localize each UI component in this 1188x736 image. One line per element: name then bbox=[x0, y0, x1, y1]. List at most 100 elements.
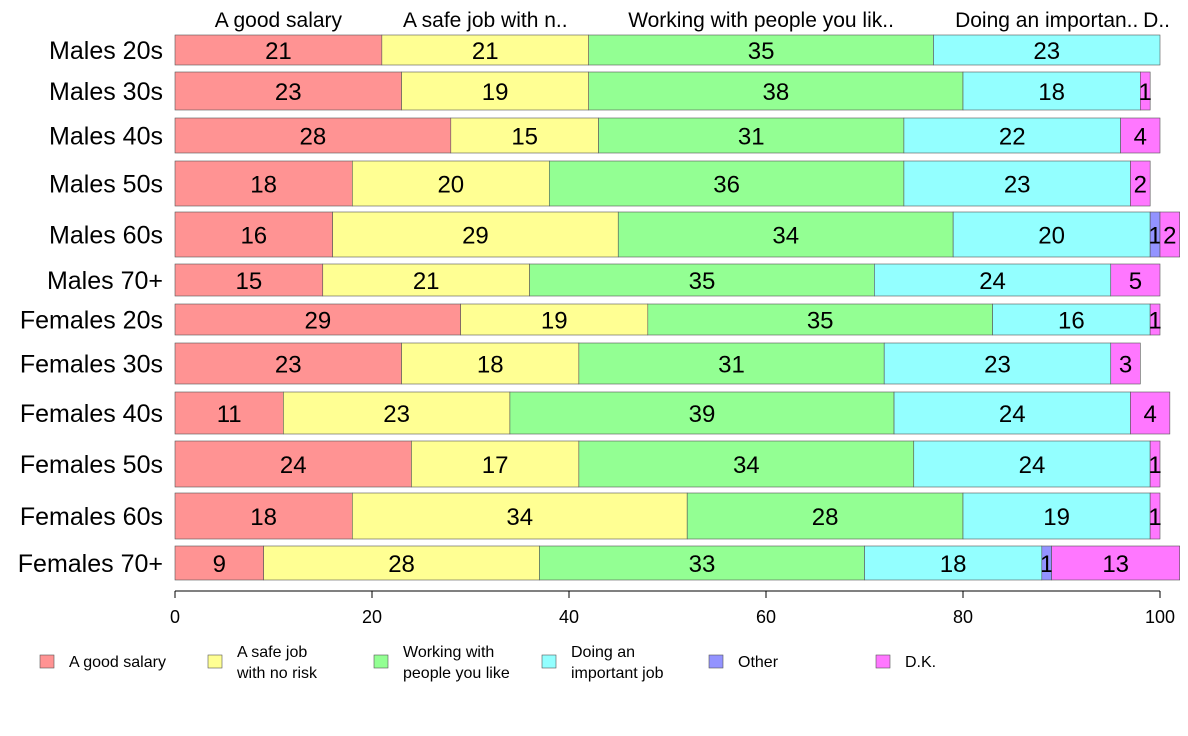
bar-segment bbox=[322, 263, 530, 297]
segment-value-label: 28 bbox=[300, 124, 327, 151]
segment-value-label: 1 bbox=[1148, 504, 1161, 531]
bar-segment bbox=[1110, 263, 1161, 297]
segment-value-label: 21 bbox=[265, 38, 292, 65]
segment-value-label: 23 bbox=[1004, 172, 1031, 199]
segment-value-label: 24 bbox=[999, 401, 1026, 428]
legend-swatch bbox=[39, 654, 55, 669]
x-tick-label: 40 bbox=[559, 607, 579, 627]
segment-value-label: 9 bbox=[213, 551, 226, 578]
bar-segment bbox=[509, 391, 895, 435]
segment-value-label: 17 bbox=[482, 452, 509, 479]
segment-value-label: 19 bbox=[541, 308, 568, 335]
segment-value-label: 19 bbox=[482, 79, 509, 106]
segment-value-label: 18 bbox=[1038, 79, 1065, 106]
legend: A good salary A safe job with no risk Worki… bbox=[39, 644, 936, 682]
row-label: Females 40s bbox=[20, 400, 163, 428]
bar-segment bbox=[401, 71, 589, 111]
segment-value-label: 28 bbox=[388, 551, 415, 578]
bar-segment bbox=[1159, 211, 1181, 258]
row-label: Males 50s bbox=[49, 171, 163, 199]
segment-value-label: 16 bbox=[240, 223, 267, 250]
bar-segment bbox=[883, 342, 1112, 385]
segment-value-label: 33 bbox=[689, 551, 716, 578]
segment-value-label: 35 bbox=[748, 38, 775, 65]
segment-value-label: 23 bbox=[275, 352, 302, 379]
bar-segment bbox=[647, 303, 993, 336]
row-label: Females 50s bbox=[20, 451, 163, 479]
bar-segment bbox=[1051, 545, 1181, 581]
x-axis: 0 20 40 60 80 100 bbox=[170, 590, 1175, 627]
legend-label: Doing an important job bbox=[571, 644, 664, 682]
segment-value-label: 34 bbox=[772, 223, 799, 250]
bar-segment bbox=[332, 211, 619, 258]
row-label: Females 60s bbox=[20, 503, 163, 531]
segment-value-label: 15 bbox=[236, 268, 263, 295]
segment-value-label: 1 bbox=[1040, 551, 1053, 578]
segment-value-label: 21 bbox=[413, 268, 440, 295]
bar-segment bbox=[588, 34, 934, 66]
x-tick-label: 80 bbox=[953, 607, 973, 627]
segment-value-label: 2 bbox=[1163, 223, 1176, 250]
segment-value-label: 31 bbox=[718, 352, 745, 379]
segment-value-label: 4 bbox=[1134, 124, 1147, 151]
legend-swatch bbox=[207, 654, 223, 669]
top-series-label: D.. bbox=[1143, 9, 1170, 32]
bar-segment bbox=[174, 211, 333, 258]
top-series-label: Doing an importan.. bbox=[955, 9, 1138, 32]
bar-segment bbox=[1149, 303, 1161, 336]
legend-swatch bbox=[708, 654, 724, 669]
legend-swatch bbox=[541, 654, 557, 669]
bar-segment bbox=[174, 263, 324, 297]
bar-segment bbox=[1130, 160, 1151, 207]
segment-value-label: 36 bbox=[713, 172, 740, 199]
bar-segment bbox=[864, 545, 1043, 581]
segment-value-label: 24 bbox=[979, 268, 1006, 295]
segment-value-label: 18 bbox=[250, 172, 277, 199]
bar-segment bbox=[351, 160, 550, 207]
segment-value-label: 31 bbox=[738, 124, 765, 151]
bar-segment bbox=[174, 160, 353, 207]
segment-value-label: 22 bbox=[999, 124, 1026, 151]
segment-value-label: 29 bbox=[304, 308, 331, 335]
row-label: Females 30s bbox=[20, 351, 163, 379]
bar-segment bbox=[578, 440, 915, 488]
bar-segment bbox=[893, 391, 1131, 435]
segment-value-label: 34 bbox=[506, 504, 533, 531]
bar-segment bbox=[933, 34, 1161, 66]
segment-value-label: 21 bbox=[472, 38, 499, 65]
bar-segment bbox=[283, 391, 511, 435]
row-label: Males 30s bbox=[49, 78, 163, 106]
bar-segment bbox=[174, 492, 353, 540]
segment-value-label: 1 bbox=[1148, 223, 1161, 250]
bar-segment bbox=[411, 440, 580, 488]
segment-value-label: 18 bbox=[940, 551, 967, 578]
legend-swatch bbox=[373, 654, 389, 669]
segment-value-label: 18 bbox=[250, 504, 277, 531]
row-label: Males 40s bbox=[49, 123, 163, 151]
x-tick-label: 100 bbox=[1145, 607, 1175, 627]
bar-segment bbox=[174, 117, 452, 154]
legend-label: Other bbox=[738, 654, 779, 671]
bar-segment bbox=[686, 492, 964, 540]
row-label: Males 20s bbox=[49, 37, 163, 65]
top-series-labels: A good salary A safe job with n.. Working … bbox=[215, 9, 1170, 32]
bar-segment bbox=[1120, 117, 1161, 154]
segment-value-label: 1 bbox=[1148, 452, 1161, 479]
bar-segment bbox=[598, 117, 905, 154]
bar-segment bbox=[174, 391, 284, 435]
x-tick-label: 60 bbox=[756, 607, 776, 627]
segment-value-label: 29 bbox=[462, 223, 489, 250]
top-series-label: Working with people you lik.. bbox=[628, 9, 894, 32]
bar-segment bbox=[588, 71, 964, 111]
segment-value-label: 20 bbox=[1038, 223, 1065, 250]
legend-swatch bbox=[875, 654, 891, 669]
segment-value-label: 39 bbox=[689, 401, 716, 428]
segment-value-label: 3 bbox=[1119, 352, 1132, 379]
segment-value-label: 18 bbox=[477, 352, 504, 379]
segment-value-label: 19 bbox=[1043, 504, 1070, 531]
segment-value-label: 1 bbox=[1139, 79, 1152, 106]
segment-value-label: 2 bbox=[1134, 172, 1147, 199]
bar-segment bbox=[174, 342, 402, 385]
segment-value-label: 35 bbox=[689, 268, 716, 295]
